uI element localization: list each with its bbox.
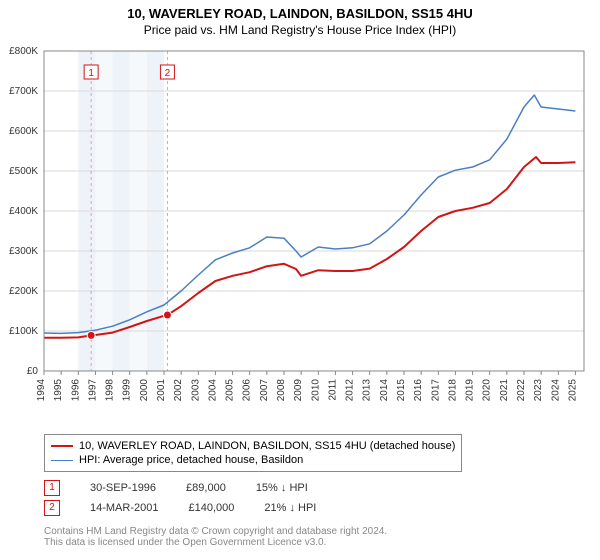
legend-swatch bbox=[51, 460, 73, 461]
svg-text:£600K: £600K bbox=[9, 126, 38, 137]
svg-text:2006: 2006 bbox=[242, 379, 253, 402]
svg-text:1997: 1997 bbox=[87, 379, 98, 402]
svg-text:1998: 1998 bbox=[105, 379, 116, 402]
svg-text:2010: 2010 bbox=[310, 379, 321, 402]
svg-text:2005: 2005 bbox=[225, 379, 236, 402]
sale-price: £89,000 bbox=[186, 482, 256, 494]
chart-container: 10, WAVERLEY ROAD, LAINDON, BASILDON, SS… bbox=[0, 0, 600, 560]
svg-text:£400K: £400K bbox=[9, 206, 38, 217]
chart-title: 10, WAVERLEY ROAD, LAINDON, BASILDON, SS… bbox=[0, 0, 600, 21]
svg-text:2002: 2002 bbox=[173, 379, 184, 402]
svg-text:1: 1 bbox=[88, 68, 94, 79]
footer-line-2: This data is licensed under the Open Gov… bbox=[44, 537, 387, 548]
svg-text:£100K: £100K bbox=[9, 326, 38, 337]
legend-item: HPI: Average price, detached house, Basi… bbox=[51, 453, 455, 467]
svg-text:2008: 2008 bbox=[276, 379, 287, 402]
svg-text:£700K: £700K bbox=[9, 86, 38, 97]
svg-text:2009: 2009 bbox=[293, 379, 304, 402]
svg-text:2004: 2004 bbox=[207, 379, 218, 402]
svg-text:2000: 2000 bbox=[139, 379, 150, 402]
svg-text:2001: 2001 bbox=[156, 379, 167, 402]
svg-text:2012: 2012 bbox=[345, 379, 356, 402]
legend-item: 10, WAVERLEY ROAD, LAINDON, BASILDON, SS… bbox=[51, 439, 455, 453]
svg-text:2025: 2025 bbox=[567, 379, 578, 402]
svg-text:1995: 1995 bbox=[53, 379, 64, 402]
svg-text:£0: £0 bbox=[27, 366, 39, 377]
sale-delta: 15% ↓ HPI bbox=[256, 482, 338, 494]
svg-text:2015: 2015 bbox=[396, 379, 407, 402]
svg-text:2014: 2014 bbox=[379, 379, 390, 402]
svg-text:2019: 2019 bbox=[465, 379, 476, 402]
svg-text:2018: 2018 bbox=[447, 379, 458, 402]
legend: 10, WAVERLEY ROAD, LAINDON, BASILDON, SS… bbox=[44, 434, 462, 472]
sale-row: 2 14-MAR-2001£140,00021% ↓ HPI bbox=[44, 498, 346, 518]
chart-subtitle: Price paid vs. HM Land Registry's House … bbox=[0, 21, 600, 41]
legend-label: HPI: Average price, detached house, Basi… bbox=[79, 454, 303, 466]
svg-text:£500K: £500K bbox=[9, 166, 38, 177]
sale-marker-badge: 1 bbox=[44, 480, 60, 496]
svg-text:2013: 2013 bbox=[362, 379, 373, 402]
svg-text:2003: 2003 bbox=[190, 379, 201, 402]
sale-date: 14-MAR-2001 bbox=[90, 502, 188, 514]
svg-text:2: 2 bbox=[165, 68, 171, 79]
svg-text:£200K: £200K bbox=[9, 286, 38, 297]
sale-marker-badge: 2 bbox=[44, 500, 60, 516]
sale-price: £140,000 bbox=[188, 502, 264, 514]
footer-line-1: Contains HM Land Registry data © Crown c… bbox=[44, 526, 387, 537]
svg-text:2023: 2023 bbox=[533, 379, 544, 402]
svg-text:2024: 2024 bbox=[550, 379, 561, 402]
sales-table: 1 30-SEP-1996£89,00015% ↓ HPI 2 14-MAR-2001… bbox=[44, 478, 346, 518]
svg-text:£300K: £300K bbox=[9, 246, 38, 257]
svg-text:2017: 2017 bbox=[430, 379, 441, 402]
footer-attribution: Contains HM Land Registry data © Crown c… bbox=[44, 526, 387, 548]
line-chart: £0 £100K £200K £300K £400K £500K £600K £700K £80… bbox=[0, 41, 600, 421]
svg-text:£800K: £800K bbox=[9, 46, 38, 57]
sale-delta: 21% ↓ HPI bbox=[264, 502, 346, 514]
legend-swatch bbox=[51, 445, 73, 447]
svg-text:2021: 2021 bbox=[499, 379, 510, 402]
svg-text:2020: 2020 bbox=[482, 379, 493, 402]
svg-text:1999: 1999 bbox=[122, 379, 133, 402]
svg-text:1996: 1996 bbox=[70, 379, 81, 402]
svg-text:2016: 2016 bbox=[413, 379, 424, 402]
legend-label: 10, WAVERLEY ROAD, LAINDON, BASILDON, SS… bbox=[79, 440, 455, 452]
svg-text:2011: 2011 bbox=[327, 379, 338, 401]
svg-text:2022: 2022 bbox=[516, 379, 527, 402]
sale-row: 1 30-SEP-1996£89,00015% ↓ HPI bbox=[44, 478, 346, 498]
sale-date: 30-SEP-1996 bbox=[90, 482, 186, 494]
svg-text:2007: 2007 bbox=[259, 379, 270, 402]
svg-text:1994: 1994 bbox=[36, 379, 47, 402]
